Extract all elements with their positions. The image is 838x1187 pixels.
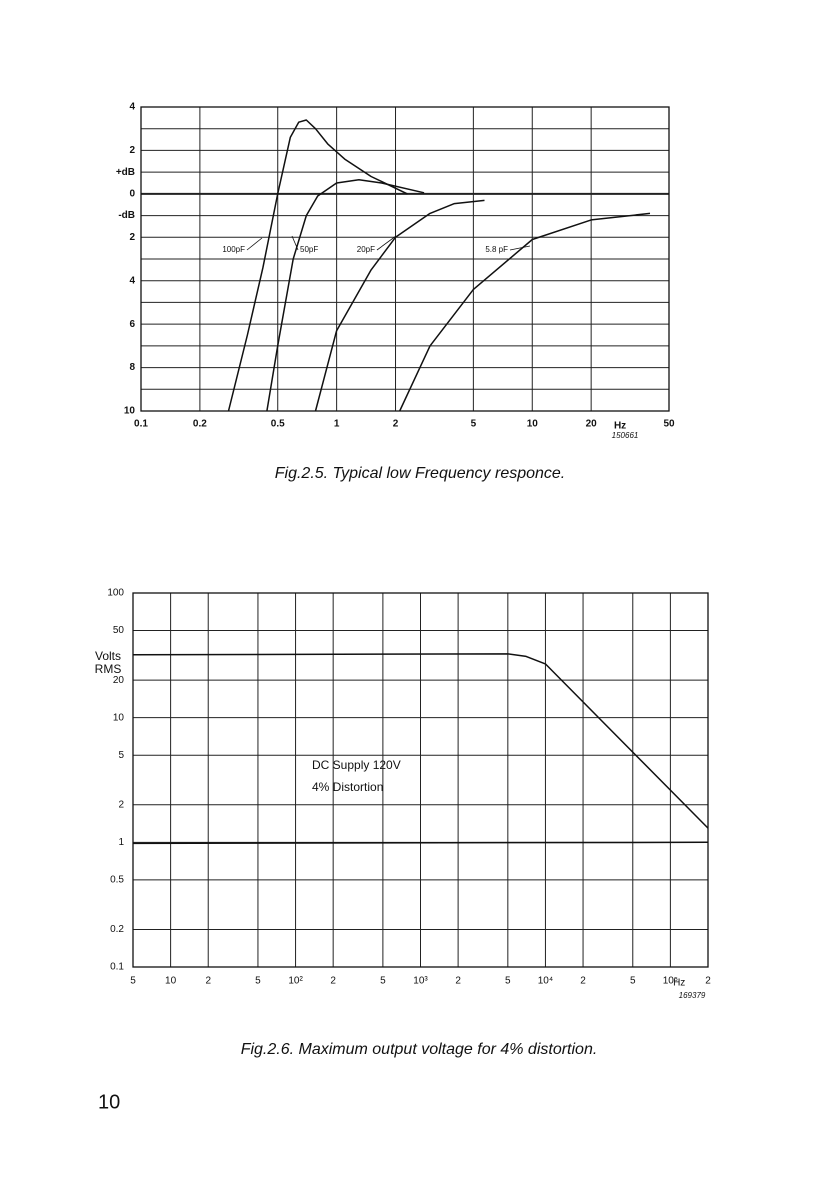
- x-tick-label: 10⁵: [663, 976, 678, 987]
- series-label: 100pF: [222, 245, 245, 254]
- y-tick-label: 10: [124, 406, 136, 417]
- y-tick-label: 2: [129, 145, 135, 156]
- y-tick-label: 0: [129, 188, 135, 199]
- x-tick-label: 5: [255, 976, 261, 987]
- y-tick-label: 8: [129, 362, 135, 373]
- y-tick-label: 100: [107, 588, 124, 599]
- x-tick-label: 50: [663, 419, 675, 430]
- x-tick-label: 2: [580, 976, 586, 987]
- x-unit-label: Hz: [673, 978, 685, 989]
- leader-line: [376, 235, 397, 251]
- y-tick-label: 5: [118, 750, 124, 761]
- annotation: 4% Distortion: [312, 780, 383, 794]
- series-label: 5.8 pF: [485, 245, 508, 254]
- figure-code: 150661: [612, 431, 639, 440]
- x-tick-label: 5: [471, 419, 477, 430]
- x-tick-label: 10: [165, 976, 177, 987]
- y-tick-label: -dB: [118, 210, 135, 221]
- y-tick-label: 0.2: [110, 924, 124, 935]
- y-tick-label: 6: [129, 319, 135, 330]
- figure-caption: Fig.2.6. Maximum output voltage for 4% d…: [241, 1041, 598, 1058]
- x-tick-label: 20: [586, 419, 598, 430]
- y-tick-label: 50: [113, 625, 125, 636]
- curve: [266, 178, 425, 412]
- figure-caption: Fig.2.5. Typical low Frequency responce.: [275, 465, 566, 482]
- x-tick-label: 2: [205, 976, 211, 987]
- y-tick-label: 10: [113, 712, 125, 723]
- y-tick-label: 2: [118, 799, 124, 810]
- y-tick-label: 20: [113, 675, 125, 686]
- x-unit-label: Hz: [614, 421, 626, 432]
- x-tick-label: 0.2: [193, 419, 207, 430]
- x-tick-label: 10²: [288, 976, 303, 987]
- plot-frame: [132, 592, 709, 968]
- x-tick-label: 2: [393, 419, 399, 430]
- figure-code: 169379: [679, 991, 706, 1000]
- x-tick-label: 0.5: [271, 419, 285, 430]
- x-tick-label: 10⁴: [538, 976, 553, 987]
- curve: [132, 841, 709, 845]
- series-label: 50pF: [300, 245, 318, 254]
- x-tick-label: 5: [630, 976, 636, 987]
- annotation: DC Supply 120V: [312, 758, 401, 772]
- x-tick-label: 10: [527, 419, 539, 430]
- y-tick-label: 0.1: [110, 962, 124, 973]
- x-tick-label: 2: [455, 976, 461, 987]
- page-number: 10: [98, 1091, 120, 1113]
- curve: [314, 199, 485, 412]
- x-tick-label: 5: [505, 976, 511, 987]
- y-tick-label: 1: [118, 837, 124, 848]
- leader-line: [291, 235, 299, 251]
- y-tick-label: 4: [129, 102, 135, 113]
- plot-frame: [140, 106, 670, 412]
- x-tick-label: 2: [330, 976, 336, 987]
- y-axis-label: RMS: [95, 662, 122, 676]
- curve: [399, 212, 651, 412]
- y-tick-label: 4: [129, 275, 135, 286]
- y-tick-label: 0.5: [110, 875, 124, 886]
- x-tick-label: 5: [130, 976, 136, 987]
- leader-line: [509, 245, 531, 251]
- y-tick-label: +dB: [116, 167, 135, 178]
- curve: [132, 653, 709, 829]
- y-tick-label: 2: [129, 232, 135, 243]
- curve: [227, 119, 408, 412]
- x-tick-label: 0.1: [134, 419, 148, 430]
- series-label: 20pF: [357, 245, 375, 254]
- y-axis-label: Volts: [95, 649, 121, 663]
- leader-line: [246, 237, 263, 251]
- x-tick-label: 1: [334, 419, 340, 430]
- x-tick-label: 5: [380, 976, 386, 987]
- x-tick-label: 2: [705, 976, 711, 987]
- x-tick-label: 10³: [413, 976, 428, 987]
